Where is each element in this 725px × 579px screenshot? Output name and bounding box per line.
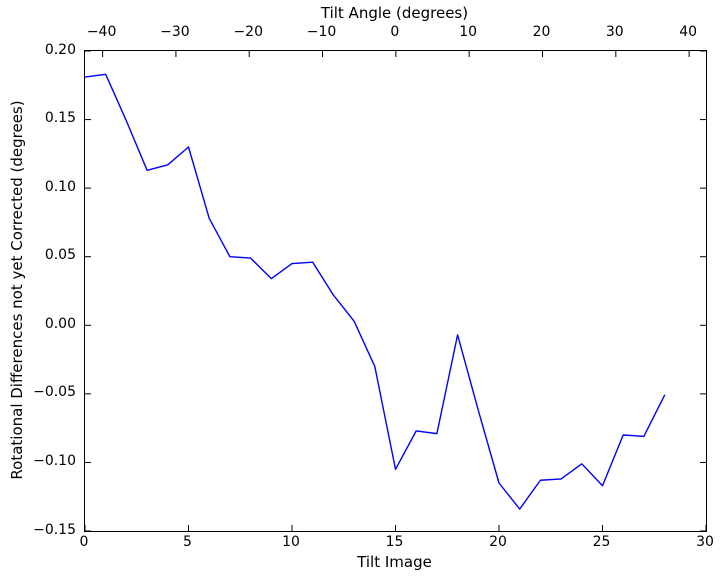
top-tick-label: 20: [532, 24, 551, 40]
axis-ticks: [85, 51, 706, 531]
data-series-line: [85, 73, 666, 510]
top-axis-title: Tilt Angle (degrees): [320, 4, 469, 22]
top-tick-label: −40: [86, 24, 117, 40]
x-tick-label: 10: [282, 534, 300, 550]
top-tick-label: −20: [233, 24, 263, 40]
x-tick-label: 25: [592, 534, 611, 550]
y-tick-label: −0.15: [33, 521, 76, 538]
y-axis-title: Rotational Differences not yet Corrected…: [8, 100, 26, 480]
y-tick-label: 0.20: [44, 41, 76, 58]
plot-area: [84, 50, 707, 532]
top-tick-label: 0: [390, 24, 400, 40]
top-tick-label: −30: [160, 24, 190, 40]
x-tick-label: 20: [489, 534, 507, 550]
y-tick-label: 0.05: [44, 247, 76, 264]
top-tick-label: 10: [459, 24, 478, 40]
x-tick-label: 5: [183, 534, 192, 550]
x-axis-title: Tilt Image: [357, 553, 432, 571]
top-tick-label: 30: [605, 24, 624, 40]
y-tick-label: −0.10: [33, 452, 76, 469]
top-tick-label: −10: [306, 24, 337, 40]
x-tick-label: 15: [385, 534, 404, 550]
x-tick-label: 0: [79, 534, 89, 550]
y-tick-label: 0.00: [44, 315, 76, 332]
y-tick-label: −0.05: [33, 384, 76, 401]
top-tick-label: 40: [679, 24, 698, 40]
y-tick-label: 0.15: [44, 110, 76, 127]
y-tick-label: 0.10: [44, 178, 76, 195]
plot-canvas: [85, 51, 706, 531]
x-tick-label: 30: [696, 534, 714, 550]
